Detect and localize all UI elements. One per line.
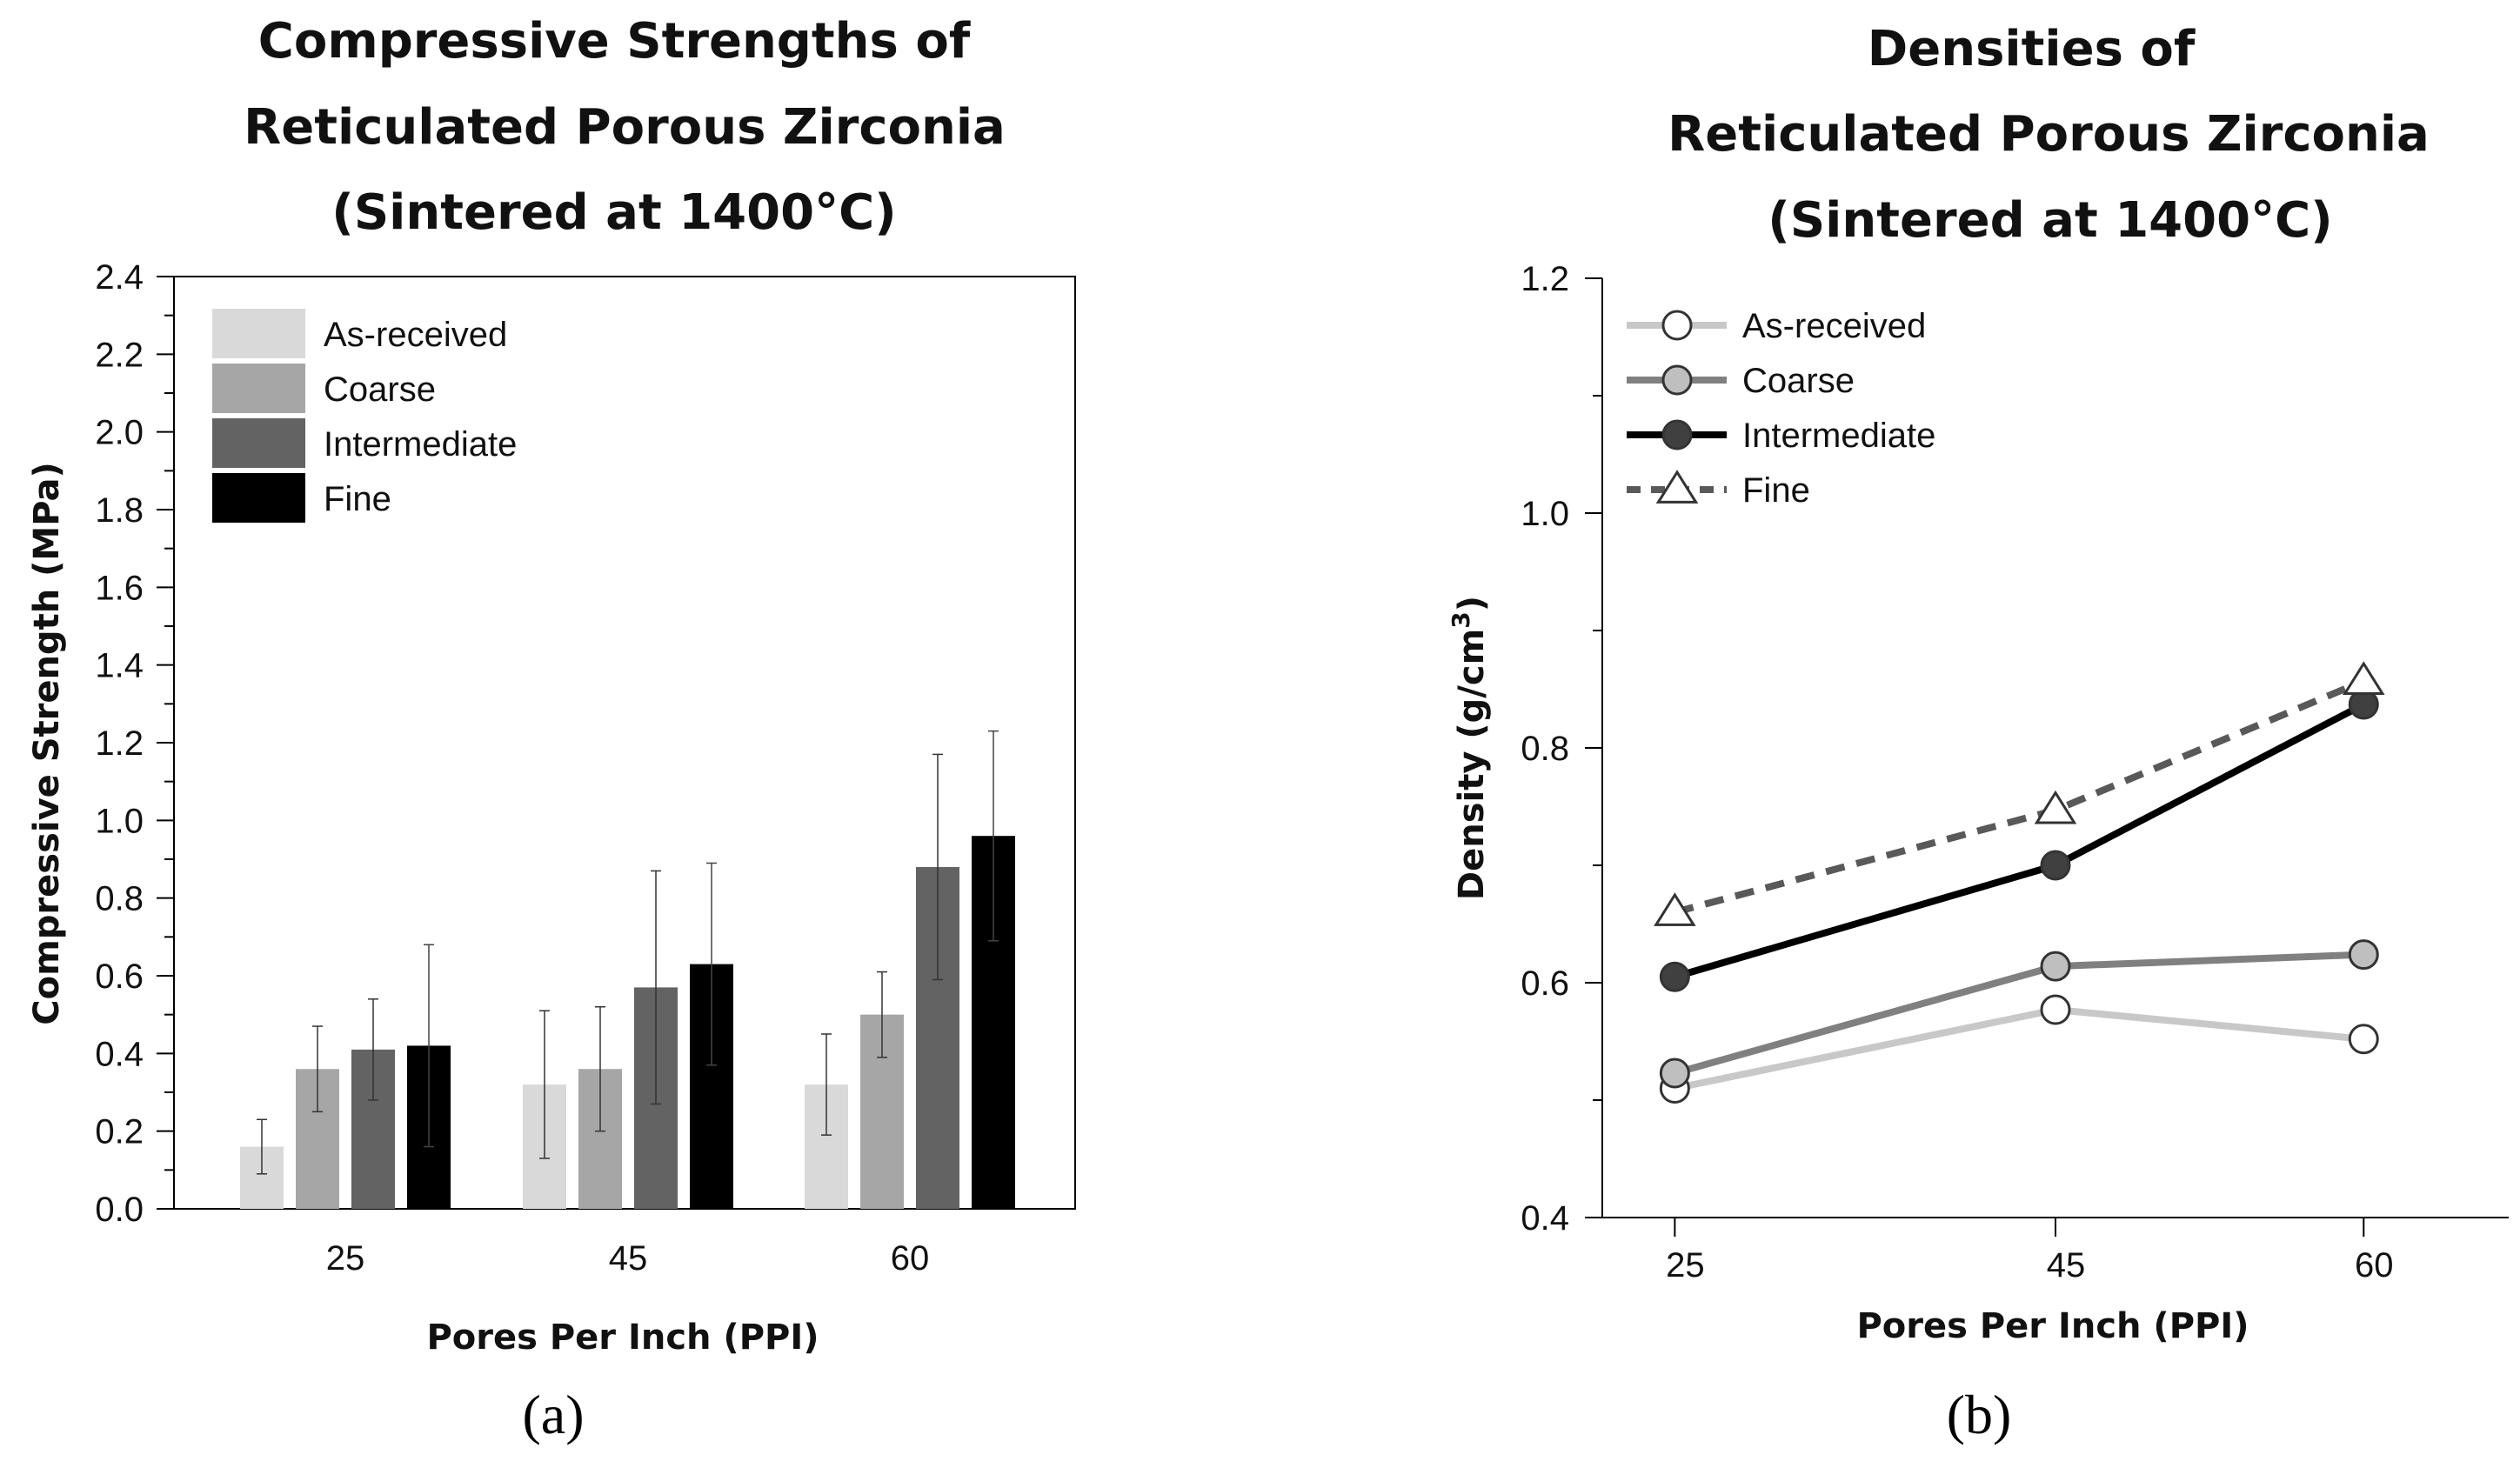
line-chart-x-tick-label: 25 bbox=[1666, 1246, 1705, 1284]
bar-chart-x-tick-label: 60 bbox=[891, 1239, 930, 1278]
legend-label-coarse: Coarse bbox=[1742, 362, 1855, 400]
panel-label-a: (a) bbox=[522, 1384, 584, 1445]
series-line-as-received bbox=[1674, 1006, 2364, 1092]
bar-chart-x-tick-label: 45 bbox=[609, 1239, 648, 1278]
line-chart-title-line-2: Reticulated Porous Zirconia bbox=[1668, 106, 2430, 163]
legend-marker-fine bbox=[1655, 470, 1699, 504]
panel-label-b: (b) bbox=[1947, 1384, 2012, 1445]
series-point-fine-60 bbox=[2342, 661, 2385, 695]
line-chart-y-axis-label-main: Density (g/cm bbox=[1452, 629, 1492, 900]
bar-chart-y-tick-label: 0.4 bbox=[95, 1035, 144, 1073]
line-chart-x-axis-label: Pores Per Inch (PPI) bbox=[1856, 1306, 2249, 1346]
bar-chart-title-line-2: Reticulated Porous Zirconia bbox=[244, 99, 1006, 156]
series-point-as-received-45 bbox=[2040, 994, 2071, 1025]
legend-label-fine: Fine bbox=[1742, 471, 1810, 510]
bar-chart-x-tick-label: 25 bbox=[326, 1239, 365, 1278]
legend-label-intermediate: Intermediate bbox=[324, 425, 517, 464]
series-point-intermediate-45 bbox=[2040, 850, 2071, 881]
series-point-fine-25 bbox=[1654, 892, 1696, 926]
series-point-coarse-45 bbox=[2040, 951, 2071, 982]
legend-marker-coarse bbox=[1661, 364, 1693, 396]
legend-label-coarse: Coarse bbox=[324, 370, 436, 409]
bar-chart-y-tick-label: 0.0 bbox=[95, 1191, 144, 1229]
bar-chart-title-line-1: Compressive Strengths of bbox=[258, 13, 971, 70]
bar-chart-y-tick-label: 0.6 bbox=[95, 958, 144, 996]
line-chart-y-axis-label-superscript: 3 bbox=[1447, 611, 1475, 628]
legend-marker-intermediate bbox=[1661, 419, 1693, 450]
line-chart-x-tick-label: 45 bbox=[2047, 1246, 2086, 1284]
bar-chart-y-tick-label: 1.6 bbox=[95, 569, 144, 607]
bar-chart-y-tick-label: 1.4 bbox=[95, 647, 144, 685]
legend-swatch-coarse bbox=[212, 364, 305, 413]
bar-chart-y-tick-label: 2.2 bbox=[95, 336, 144, 374]
bar-chart-y-tick-label: 1.2 bbox=[95, 724, 144, 763]
line-chart-x-tick-label: 60 bbox=[2355, 1246, 2394, 1284]
bar-chart-x-axis-label: Pores Per Inch (PPI) bbox=[426, 1318, 819, 1358]
line-chart-y-tick-label: 0.4 bbox=[1521, 1199, 1569, 1238]
legend-label-as-received: As-received bbox=[1742, 307, 1926, 345]
bar-chart-panel: Compressive Strengths of Reticulated Por… bbox=[27, 13, 1076, 1445]
line-chart-y-tick-label: 1.2 bbox=[1521, 260, 1569, 298]
line-chart-y-tick-label: 0.8 bbox=[1521, 730, 1569, 768]
series-point-as-received-60 bbox=[2348, 1024, 2379, 1055]
bar-chart-y-tick-label: 1.8 bbox=[95, 491, 144, 530]
line-chart-title-line-3: (Sintered at 1400°C) bbox=[1768, 192, 2333, 249]
series-line-intermediate bbox=[1674, 701, 2366, 981]
bar-chart-y-tick-label: 2.0 bbox=[95, 414, 144, 452]
legend-marker-as-received bbox=[1661, 310, 1693, 341]
legend-swatch-fine bbox=[212, 473, 305, 523]
legend-label-as-received: As-received bbox=[324, 316, 507, 354]
bar-chart-y-tick-label: 1.0 bbox=[95, 802, 144, 840]
bar-chart-plot-area: 0.0 0.2 0.4 0.6 0.8 1.0 1.2 1.4 1.6 1.8 2.0 2.2 2.4 2… bbox=[95, 258, 1076, 1278]
bar-chart-title-line-3: (Sintered at 1400°C) bbox=[331, 184, 897, 241]
series-point-coarse-25 bbox=[1659, 1058, 1690, 1089]
bar-chart-y-tick-label: 0.2 bbox=[95, 1113, 144, 1151]
line-chart-panel: Densities of Reticulated Porous Zirconia… bbox=[1447, 21, 2509, 1445]
legend-swatch-intermediate bbox=[212, 418, 305, 468]
series-point-intermediate-25 bbox=[1659, 961, 1690, 992]
line-chart-plot-area: 0.4 0.6 0.8 1.0 1.2 25 45 60 As-received Coarse In… bbox=[1521, 260, 2509, 1284]
line-chart-title-line-1: Densities of bbox=[1868, 21, 2196, 77]
line-chart-y-tick-label: 1.0 bbox=[1521, 495, 1569, 533]
bar-chart-y-axis-label: Compressive Strength (MPa) bbox=[27, 462, 67, 1024]
line-chart-y-tick-label: 0.6 bbox=[1521, 964, 1569, 1003]
line-chart-y-axis-label: Density (g/cm3) bbox=[1447, 596, 1492, 900]
legend-swatch-as-received bbox=[212, 309, 305, 358]
series-point-fine-45 bbox=[2034, 790, 2077, 824]
bar-chart-y-tick-label: 2.4 bbox=[95, 258, 144, 297]
legend-label-intermediate: Intermediate bbox=[1742, 417, 1935, 455]
series-point-coarse-60 bbox=[2348, 939, 2379, 971]
line-chart-y-axis-label-close: ) bbox=[1452, 596, 1492, 611]
legend-label-fine: Fine bbox=[324, 480, 391, 518]
bar-chart-y-tick-label: 0.8 bbox=[95, 880, 144, 918]
